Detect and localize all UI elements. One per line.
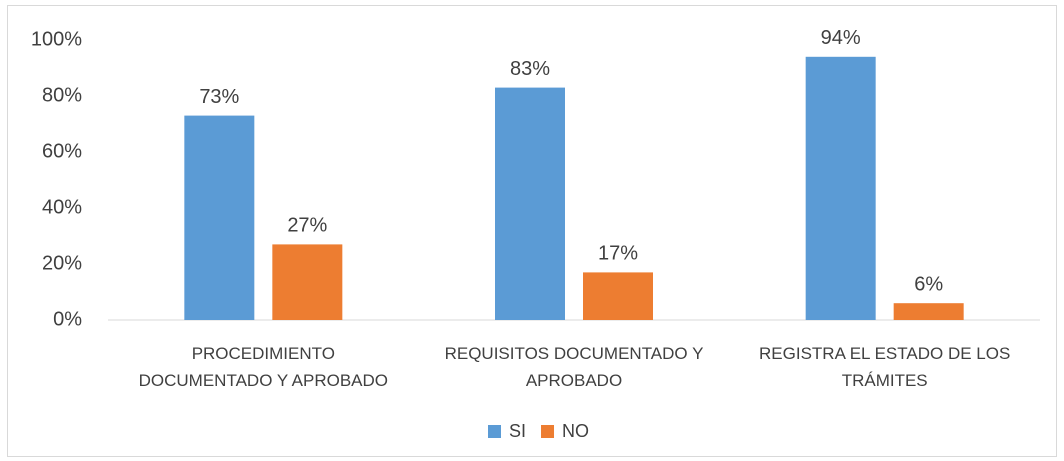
data-label: 27% (287, 215, 327, 237)
x-tick-label: PROCEDIMIENTO DOCUMENTADO Y APROBADO (139, 344, 388, 390)
legend-label: SI (509, 421, 526, 441)
y-tick-label: 0% (53, 308, 82, 330)
y-tick-label: 60% (42, 140, 82, 162)
bar (583, 272, 653, 320)
bar (272, 244, 343, 320)
y-tick-label: 20% (42, 252, 82, 274)
data-label: 17% (598, 243, 638, 265)
bar (805, 56, 876, 321)
legend-swatch (488, 425, 501, 438)
y-tick-label: 80% (42, 84, 82, 106)
legend-swatch (541, 425, 555, 438)
bar (893, 303, 964, 320)
data-label: 73% (199, 86, 239, 108)
data-label: 94% (821, 27, 861, 49)
data-label: 6% (914, 273, 943, 295)
y-tick-label: 40% (42, 196, 82, 218)
x-tick-label: REGISTRA EL ESTADO DE LOS TRÁMITES (759, 344, 1010, 390)
y-tick-label: 100% (31, 28, 82, 50)
data-label: 83% (510, 58, 550, 80)
bar (495, 87, 565, 320)
bar (184, 115, 255, 320)
x-tick-label: REQUISITOS DOCUMENTADO Y APROBADO (445, 344, 704, 390)
legend-label: NO (562, 421, 589, 441)
